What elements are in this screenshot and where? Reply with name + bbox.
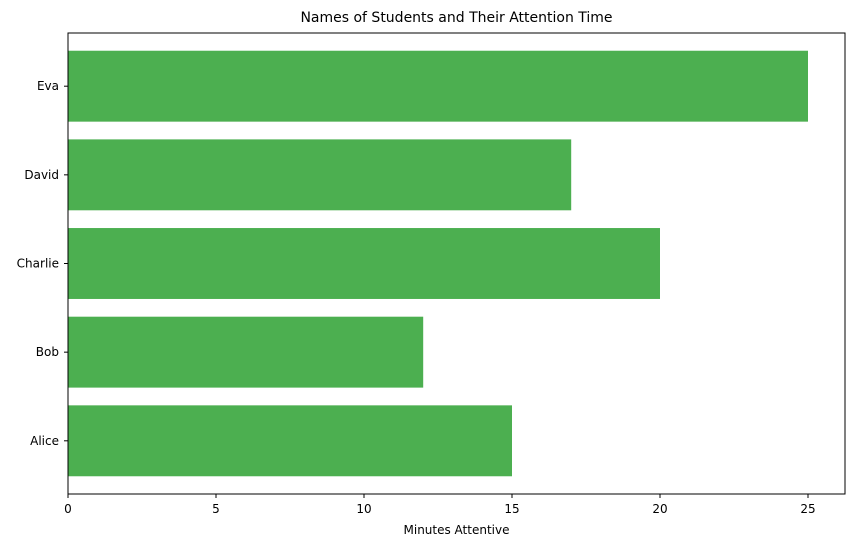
bar-david	[68, 139, 572, 211]
y-tick-label: Alice	[30, 434, 59, 448]
x-tick-label: 10	[356, 502, 371, 516]
y-tick-label: David	[24, 168, 59, 182]
x-axis-ticks: 0 5 10 15 20 25	[64, 494, 816, 516]
x-tick-label: 5	[212, 502, 220, 516]
chart-title: Names of Students and Their Attention Ti…	[300, 10, 612, 26]
x-tick-label: 20	[652, 502, 667, 516]
y-tick-label: Charlie	[17, 257, 59, 271]
bars-group	[68, 50, 808, 477]
y-tick-label: Eva	[37, 79, 59, 93]
plot-frame	[67, 32, 846, 495]
bar-charlie	[68, 228, 660, 299]
x-tick-label: 25	[800, 502, 815, 516]
y-axis-ticks: Alice Bob Charlie David Eva	[17, 79, 68, 448]
x-tick-label: 15	[504, 502, 519, 516]
bar-eva	[68, 50, 808, 122]
y-tick-label: Bob	[36, 345, 59, 359]
x-tick-label: 0	[64, 502, 72, 516]
bar-alice	[68, 405, 512, 477]
x-axis-label: Minutes Attentive	[404, 523, 510, 537]
bar-bob	[68, 316, 424, 388]
